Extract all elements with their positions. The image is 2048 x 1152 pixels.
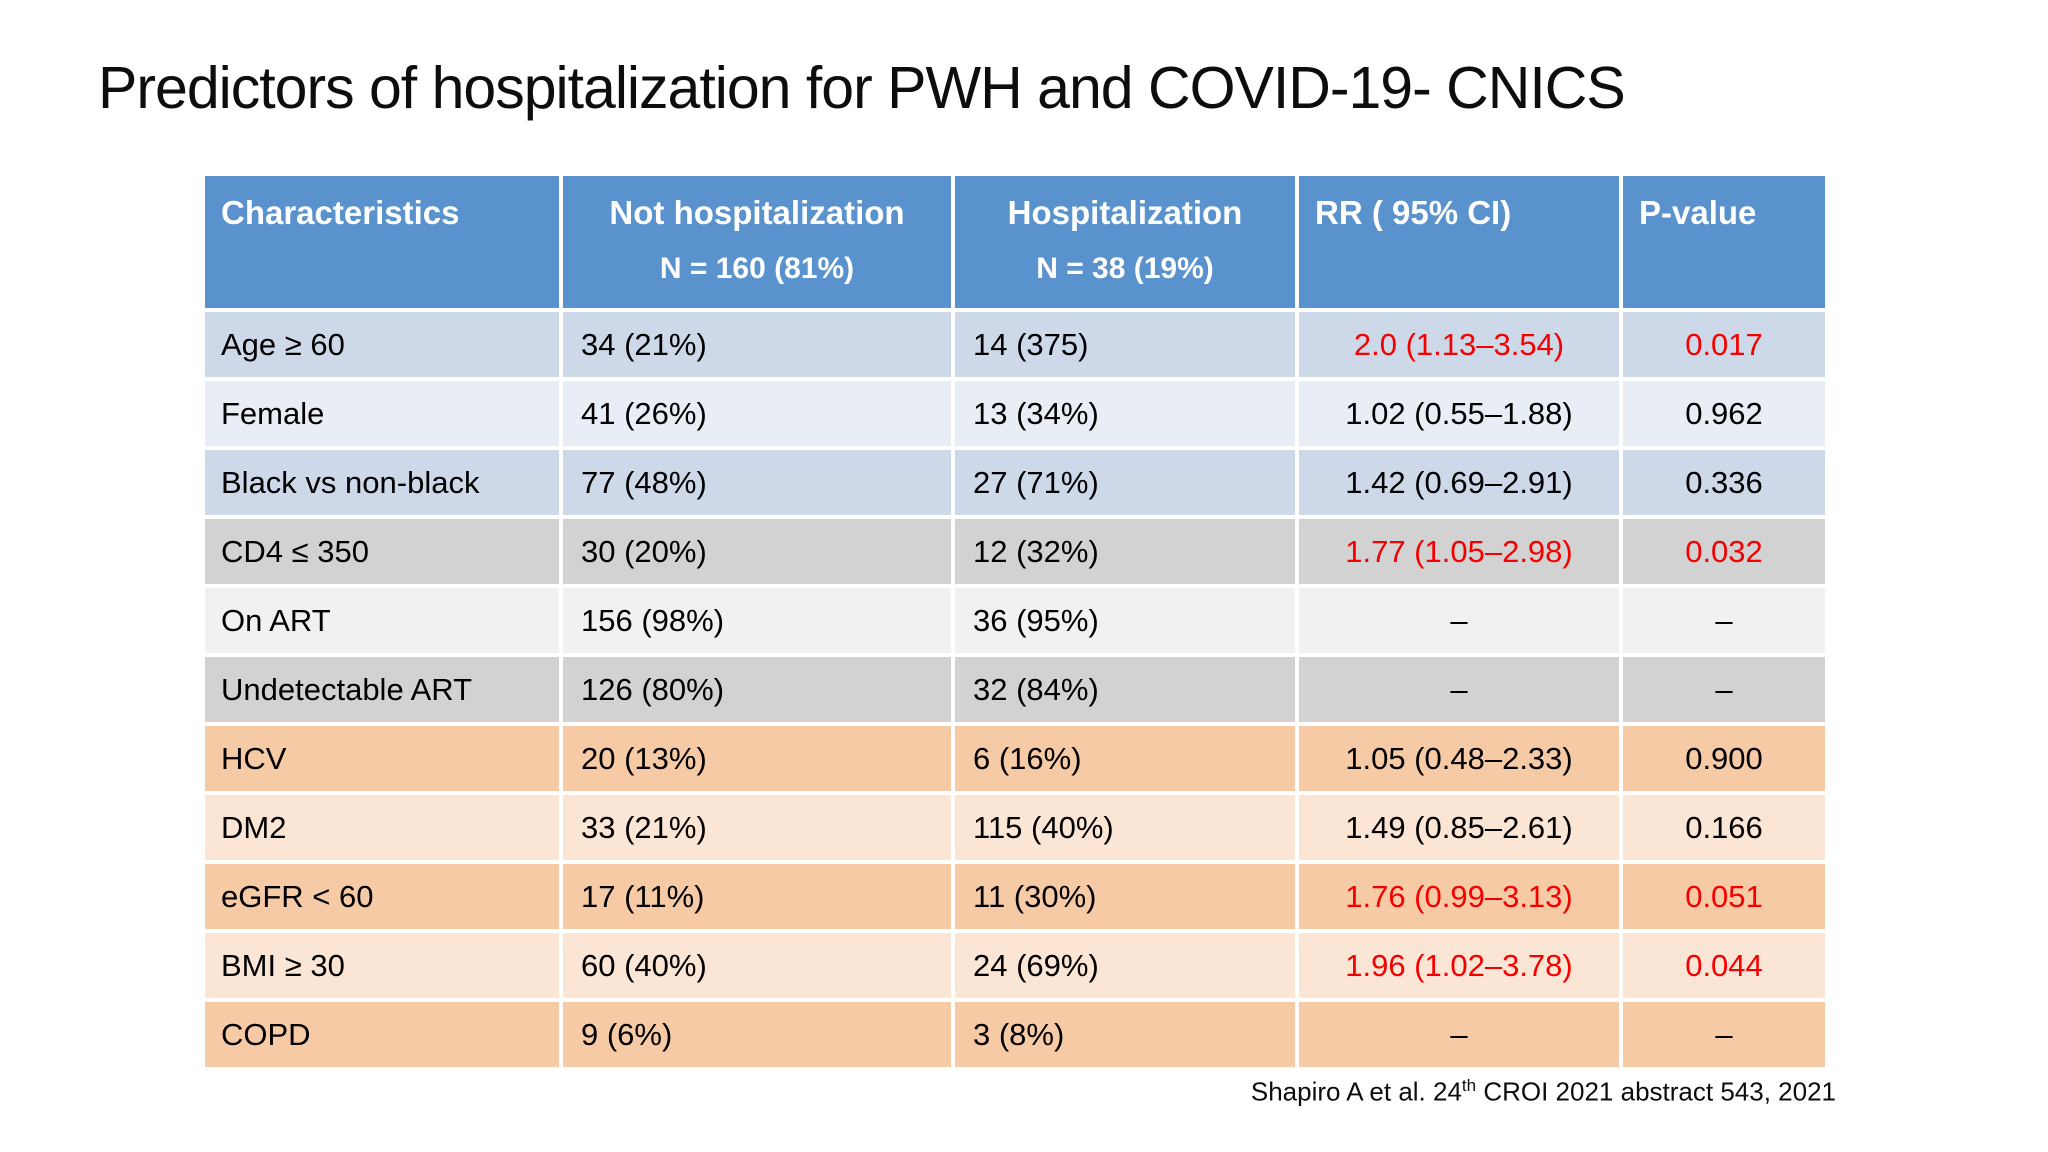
predictors-table: Characteristics Not hospitalization N = … (201, 172, 1829, 1071)
column-header-label: Characteristics (221, 194, 460, 231)
cell-not-hospitalization: 126 (80%) (563, 657, 951, 722)
cell-characteristic: BMI ≥ 30 (205, 933, 559, 998)
cell-hospitalization: 32 (84%) (955, 657, 1295, 722)
cell-p-value: 0.032 (1623, 519, 1825, 584)
cell-rr-ci: 2.0 (1.13–3.54) (1299, 312, 1619, 377)
column-header-subtotal: N = 160 (81%) (659, 251, 855, 285)
column-header-label: Not hospitalization (609, 194, 905, 231)
cell-hospitalization: 3 (8%) (955, 1002, 1295, 1067)
cell-p-value: – (1623, 657, 1825, 722)
column-header-characteristics: Characteristics (205, 176, 559, 308)
cell-characteristic: Black vs non-black (205, 450, 559, 515)
cell-not-hospitalization: 34 (21%) (563, 312, 951, 377)
cell-not-hospitalization: 156 (98%) (563, 588, 951, 653)
cell-characteristic: CD4 ≤ 350 (205, 519, 559, 584)
cell-hospitalization: 36 (95%) (955, 588, 1295, 653)
cell-not-hospitalization: 33 (21%) (563, 795, 951, 860)
cell-hospitalization: 115 (40%) (955, 795, 1295, 860)
cell-not-hospitalization: 9 (6%) (563, 1002, 951, 1067)
cell-hospitalization: 27 (71%) (955, 450, 1295, 515)
column-header-rr-ci: RR ( 95% CI) (1299, 176, 1619, 308)
cell-characteristic: eGFR < 60 (205, 864, 559, 929)
cell-rr-ci: 1.49 (0.85–2.61) (1299, 795, 1619, 860)
cell-hospitalization: 14 (375) (955, 312, 1295, 377)
cell-characteristic: DM2 (205, 795, 559, 860)
cell-hospitalization: 11 (30%) (955, 864, 1295, 929)
header-row: Characteristics Not hospitalization N = … (205, 176, 1825, 308)
cell-rr-ci: 1.96 (1.02–3.78) (1299, 933, 1619, 998)
cell-not-hospitalization: 41 (26%) (563, 381, 951, 446)
citation-text: Shapiro A et al. 24 (1250, 1076, 1462, 1107)
cell-characteristic: HCV (205, 726, 559, 791)
table-row: BMI ≥ 30 60 (40%) 24 (69%) 1.96 (1.02–3.… (205, 933, 1825, 998)
column-header-p-value: P-value (1623, 176, 1825, 308)
cell-rr-ci: 1.77 (1.05–2.98) (1299, 519, 1619, 584)
column-header-subtotal: N = 38 (19%) (1036, 251, 1214, 285)
column-header-label: RR ( 95% CI) (1315, 194, 1512, 231)
cell-not-hospitalization: 17 (11%) (563, 864, 951, 929)
cell-rr-ci: 1.05 (0.48–2.33) (1299, 726, 1619, 791)
cell-p-value: 0.962 (1623, 381, 1825, 446)
cell-not-hospitalization: 60 (40%) (563, 933, 951, 998)
table-row: COPD 9 (6%) 3 (8%) – – (205, 1002, 1825, 1067)
cell-p-value: 0.044 (1623, 933, 1825, 998)
page-title: Predictors of hospitalization for PWH an… (98, 55, 1626, 121)
cell-p-value: 0.900 (1623, 726, 1825, 791)
table-body: Age ≥ 60 34 (21%) 14 (375) 2.0 (1.13–3.5… (205, 312, 1825, 1067)
cell-rr-ci: 1.02 (0.55–1.88) (1299, 381, 1619, 446)
citation-text: CROI 2021 abstract 543, 2021 (1476, 1076, 1836, 1107)
table-row: Age ≥ 60 34 (21%) 14 (375) 2.0 (1.13–3.5… (205, 312, 1825, 377)
cell-p-value: – (1623, 1002, 1825, 1067)
table-row: HCV 20 (13%) 6 (16%) 1.05 (0.48–2.33) 0.… (205, 726, 1825, 791)
cell-hospitalization: 12 (32%) (955, 519, 1295, 584)
table-header: Characteristics Not hospitalization N = … (205, 176, 1825, 308)
cell-characteristic: COPD (205, 1002, 559, 1067)
cell-p-value: 0.166 (1623, 795, 1825, 860)
cell-not-hospitalization: 20 (13%) (563, 726, 951, 791)
cell-rr-ci: – (1299, 1002, 1619, 1067)
column-header-label: P-value (1639, 194, 1757, 231)
cell-rr-ci: 1.42 (0.69–2.91) (1299, 450, 1619, 515)
cell-characteristic: Undetectable ART (205, 657, 559, 722)
table-row: DM2 33 (21%) 115 (40%) 1.49 (0.85–2.61) … (205, 795, 1825, 860)
cell-characteristic: Female (205, 381, 559, 446)
cell-p-value: 0.017 (1623, 312, 1825, 377)
table-row: Female 41 (26%) 13 (34%) 1.02 (0.55–1.88… (205, 381, 1825, 446)
table-row: On ART 156 (98%) 36 (95%) – – (205, 588, 1825, 653)
cell-hospitalization: 24 (69%) (955, 933, 1295, 998)
cell-rr-ci: – (1299, 588, 1619, 653)
cell-not-hospitalization: 77 (48%) (563, 450, 951, 515)
cell-hospitalization: 6 (16%) (955, 726, 1295, 791)
cell-characteristic: On ART (205, 588, 559, 653)
column-header-not-hospitalization: Not hospitalization N = 160 (81%) (563, 176, 951, 308)
cell-p-value: 0.051 (1623, 864, 1825, 929)
cell-p-value: – (1623, 588, 1825, 653)
table-row: Black vs non-black 77 (48%) 27 (71%) 1.4… (205, 450, 1825, 515)
cell-p-value: 0.336 (1623, 450, 1825, 515)
table-row: eGFR < 60 17 (11%) 11 (30%) 1.76 (0.99–3… (205, 864, 1825, 929)
citation-footnote: Shapiro A et al. 24th CROI 2021 abstract… (800, 1076, 1836, 1108)
citation-superscript: th (1461, 1076, 1477, 1095)
cell-not-hospitalization: 30 (20%) (563, 519, 951, 584)
cell-characteristic: Age ≥ 60 (205, 312, 559, 377)
cell-hospitalization: 13 (34%) (955, 381, 1295, 446)
cell-rr-ci: 1.76 (0.99–3.13) (1299, 864, 1619, 929)
table-row: Undetectable ART 126 (80%) 32 (84%) – – (205, 657, 1825, 722)
column-header-label: Hospitalization (1007, 194, 1243, 231)
table-row: CD4 ≤ 350 30 (20%) 12 (32%) 1.77 (1.05–2… (205, 519, 1825, 584)
column-header-hospitalization: Hospitalization N = 38 (19%) (955, 176, 1295, 308)
cell-rr-ci: – (1299, 657, 1619, 722)
